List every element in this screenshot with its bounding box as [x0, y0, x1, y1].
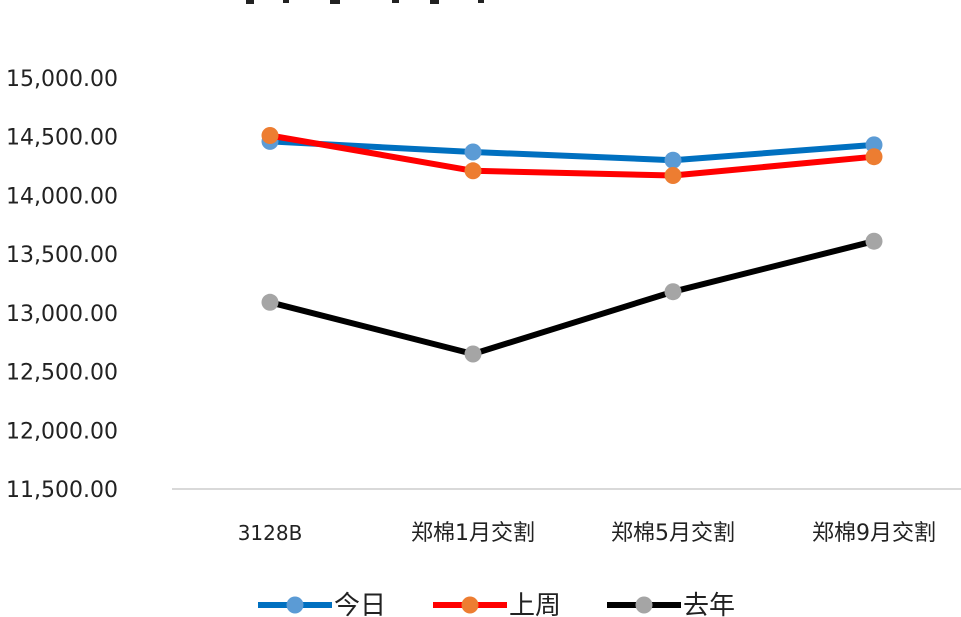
- x-tick-label: 郑棉5月交割: [611, 521, 735, 546]
- data-point: [664, 151, 682, 169]
- data-point: [464, 143, 482, 161]
- data-point: [865, 232, 883, 250]
- x-tick-label: 郑棉9月交割: [812, 521, 936, 546]
- legend: 今日 上周 去年: [258, 591, 735, 617]
- y-axis: 15,000.00 14,500.00 14,000.00 13,500.00 13,0…: [6, 67, 118, 503]
- legend-marker-swatch: [635, 596, 653, 614]
- legend-label: 今日: [334, 591, 386, 617]
- series-line: [267, 238, 877, 357]
- data-point: [664, 283, 682, 301]
- data-point: [261, 127, 279, 144]
- series-3: [261, 232, 883, 363]
- data-point: [865, 136, 883, 154]
- data-point: [464, 162, 482, 180]
- legend-label: 去年: [683, 591, 735, 617]
- y-tick-label: 15,000.00: [6, 67, 118, 92]
- chart-title-fragment: [246, 0, 484, 4]
- series-2: [261, 127, 883, 184]
- y-tick-label: 13,500.00: [6, 243, 118, 268]
- series-line: [267, 138, 877, 164]
- y-tick-label: 12,500.00: [6, 361, 118, 386]
- legend-marker-swatch: [286, 596, 304, 614]
- x-axis: 3128B 郑棉1月交割 郑棉5月交割 郑棉9月交割: [238, 521, 936, 546]
- data-point: [464, 345, 482, 363]
- x-tick-label: 郑棉1月交割: [411, 521, 535, 546]
- data-point: [664, 167, 682, 184]
- y-tick-label: 14,500.00: [6, 126, 118, 151]
- legend-marker-swatch: [461, 596, 479, 614]
- data-point: [261, 293, 279, 311]
- y-tick-label: 13,000.00: [6, 302, 118, 327]
- legend-item: 今日: [258, 591, 386, 617]
- legend-item: 去年: [607, 591, 735, 617]
- y-tick-label: 14,000.00: [6, 184, 118, 209]
- data-point: [865, 148, 883, 166]
- y-tick-label: 11,500.00: [6, 478, 118, 503]
- legend-item: 上周: [433, 591, 561, 617]
- legend-label: 上周: [509, 591, 561, 617]
- series-line: [267, 132, 877, 179]
- x-tick-label: 3128B: [238, 521, 303, 545]
- series-layer: [261, 127, 883, 363]
- y-tick-label: 12,000.00: [6, 419, 118, 444]
